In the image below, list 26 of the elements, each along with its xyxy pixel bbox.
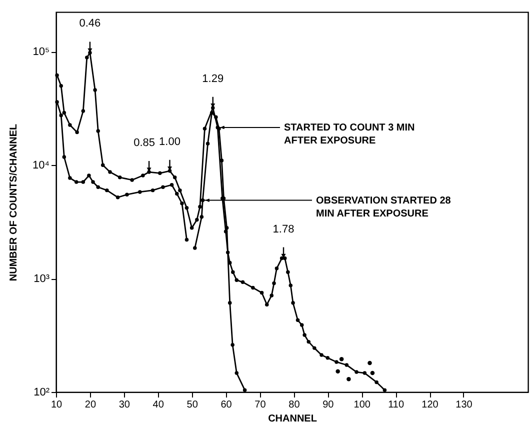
x-tick-label: 90 bbox=[322, 400, 334, 410]
annotation: 0.85 bbox=[134, 137, 156, 150]
annotation: 1.00 bbox=[159, 136, 180, 148]
x-axis-title: CHANNEL bbox=[268, 414, 317, 424]
annotation: 1.29 bbox=[202, 72, 224, 85]
x-tick-label: 100 bbox=[354, 400, 371, 410]
x-tick-label: 60 bbox=[220, 400, 232, 410]
annotation: 1.78 bbox=[272, 223, 294, 236]
y-tick-label: 10⁴ bbox=[32, 160, 50, 172]
x-tick-label: 10 bbox=[50, 400, 62, 410]
text: STARTED TO COUNT 3 MIN AFTER EXPOSURE bbox=[284, 122, 415, 146]
x-tick-label: 110 bbox=[388, 400, 404, 410]
x-tick-label: 120 bbox=[422, 400, 439, 410]
y-tick-label: 10⁵ bbox=[32, 46, 50, 58]
y-axis-title: NUMBER OF COUNTS/CHANNEL bbox=[8, 124, 20, 282]
x-tick-label: 30 bbox=[118, 400, 130, 410]
annotation: 0.46 bbox=[79, 18, 101, 30]
x-tick-label: 80 bbox=[288, 400, 300, 410]
x-tick-label: 70 bbox=[254, 400, 266, 410]
y-tick-label: 10² bbox=[34, 386, 50, 398]
x-tick-label: 20 bbox=[84, 400, 96, 410]
x-tick-label: 40 bbox=[152, 400, 164, 410]
x-tick-label: 130 bbox=[456, 400, 473, 410]
text: OBSERVATION STARTED 28 MIN AFTER EXPOSURE bbox=[316, 195, 452, 220]
y-tick-label: 10³ bbox=[34, 273, 50, 286]
x-tick-label: 50 bbox=[186, 400, 198, 410]
